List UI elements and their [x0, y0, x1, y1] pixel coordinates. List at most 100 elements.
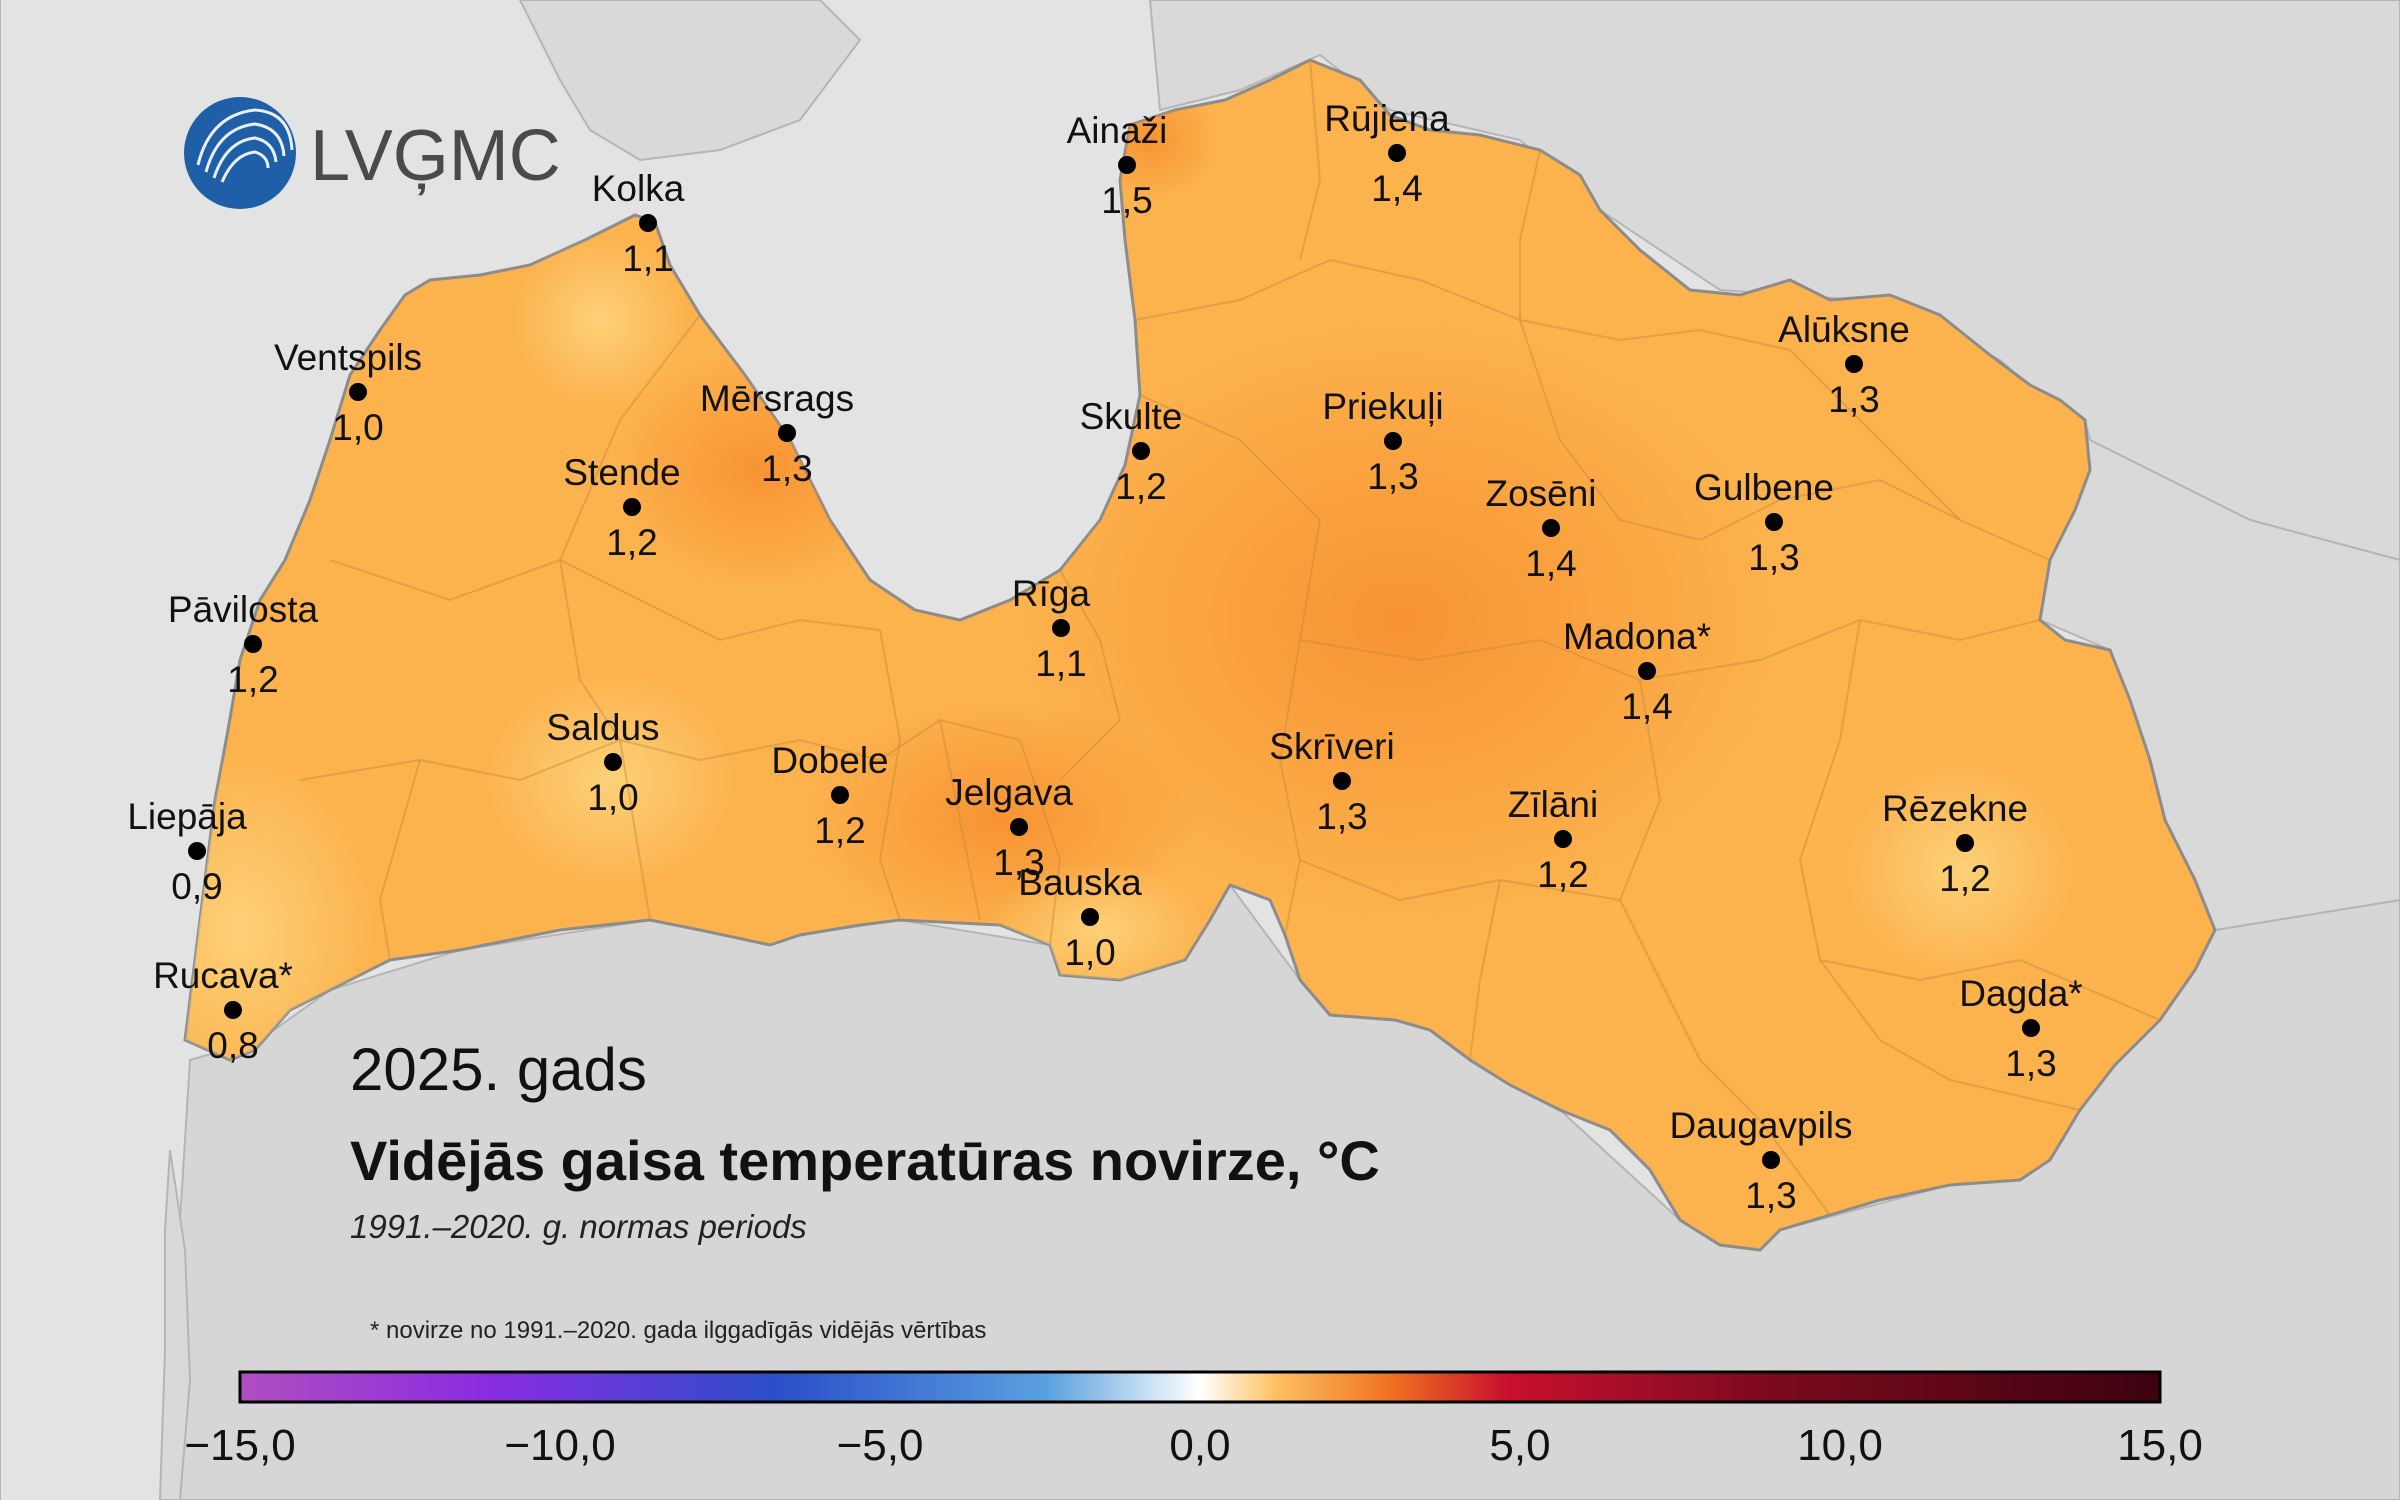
colorbar-tick-label: −15,0: [184, 1421, 295, 1470]
title-year: 2025. gads: [350, 1036, 647, 1103]
station-name: Rēzekne: [1882, 788, 2028, 829]
station-dot: [188, 842, 206, 860]
station-value: 1,2: [1939, 858, 1990, 899]
station-value: 1,3: [2005, 1043, 2056, 1084]
station-marker: Dobele 1,2: [771, 740, 888, 851]
colorbar-tick-label: −5,0: [837, 1421, 924, 1470]
logo-emblem-icon: [184, 97, 296, 209]
anomaly-cool-area: [1840, 760, 2080, 980]
station-name: Rīga: [1012, 573, 1091, 614]
station-value: 1,0: [332, 407, 383, 448]
station-value: 1,5: [1101, 180, 1152, 221]
station-value: 1,0: [1064, 932, 1115, 973]
station-dot: [1554, 830, 1572, 848]
colorbar: −15,0 −10,0 −5,0 0,0 5,0 10,0 15,0: [184, 1370, 2203, 1470]
station-marker: Pāvilosta 1,2: [168, 589, 319, 700]
station-name: Priekuļi: [1322, 386, 1443, 427]
station-value: 0,8: [207, 1025, 258, 1066]
station-marker: Gulbene 1,3: [1694, 467, 1834, 578]
station-dot: [1132, 442, 1150, 460]
anomaly-cool-area: [510, 230, 690, 410]
station-name: Gulbene: [1694, 467, 1834, 508]
station-value: 1,2: [227, 659, 278, 700]
station-value: 1,2: [606, 522, 657, 563]
station-value: 1,1: [622, 238, 673, 279]
station-layer: Ainaži 1,5 Rūjiena 1,4 Kolka 1,1 Ventspils 1,0 M…: [127, 98, 2082, 1216]
station-name: Saldus: [546, 707, 659, 748]
anomaly-warm-area: [1020, 320, 1780, 920]
station-name: Stende: [563, 452, 680, 493]
station-name: Alūksne: [1778, 309, 1910, 350]
colorbar-tick-label: 5,0: [1489, 1421, 1550, 1470]
station-marker: Rīga 1,1: [1012, 573, 1091, 684]
station-marker: Skrīveri 1,3: [1269, 726, 1394, 837]
station-name: Mērsrags: [700, 378, 854, 419]
colorbar-ticks: −15,0 −10,0 −5,0 0,0 5,0 10,0 15,0: [184, 1421, 2202, 1470]
station-name: Dobele: [771, 740, 888, 781]
title-subtitle: 1991.–2020. g. normas periods: [350, 1208, 807, 1245]
station-marker: Mērsrags 1,3: [700, 378, 854, 489]
station-name: Jelgava: [945, 772, 1073, 813]
station-value: 1,4: [1525, 543, 1576, 584]
station-marker: Rucava* 0,8: [153, 955, 293, 1066]
saaremaa-island: [518, 0, 862, 162]
station-dot: [1542, 519, 1560, 537]
station-marker: Bauska 1,0: [1018, 862, 1142, 973]
station-value: 1,3: [1367, 456, 1418, 497]
station-marker: Jelgava 1,3: [945, 772, 1073, 883]
station-marker: Zosēni 1,4: [1485, 473, 1596, 584]
station-marker: Madona* 1,4: [1563, 616, 1711, 727]
logo-text: LVĢMC: [310, 116, 561, 196]
station-dot: [1333, 772, 1351, 790]
station-name: Daugavpils: [1669, 1105, 1852, 1146]
station-dot: [1052, 619, 1070, 637]
station-value: 1,3: [1748, 537, 1799, 578]
colorbar-tick-label: 0,0: [1169, 1421, 1230, 1470]
station-marker: Ventspils 1,0: [274, 337, 422, 448]
station-marker: Liepāja 0,9: [127, 796, 247, 907]
station-marker: Zīlāni 1,2: [1508, 784, 1598, 895]
curonian-spit: [158, 1149, 192, 1500]
station-value: 0,9: [171, 866, 222, 907]
station-dot: [224, 1001, 242, 1019]
station-value: 1,2: [1537, 854, 1588, 895]
station-value: 1,3: [1828, 379, 1879, 420]
station-marker: Priekuļi 1,3: [1322, 386, 1443, 497]
station-value: 1,2: [1115, 466, 1166, 507]
station-dot: [778, 424, 796, 442]
station-dot: [831, 786, 849, 804]
station-dot: [1956, 834, 1974, 852]
station-name: Zosēni: [1485, 473, 1596, 514]
station-marker: Skulte 1,2: [1080, 396, 1183, 507]
station-dot: [1765, 513, 1783, 531]
station-name: Rūjiena: [1324, 98, 1450, 139]
station-dot: [639, 214, 657, 232]
station-dot: [623, 498, 641, 516]
station-name: Zīlāni: [1508, 784, 1598, 825]
title-main: Vidējās gaisa temperatūras novirze, °C: [350, 1129, 1380, 1192]
station-value: 1,4: [1371, 168, 1422, 209]
station-name: Pāvilosta: [168, 589, 319, 630]
station-name: Ainaži: [1067, 110, 1168, 151]
station-value: 1,3: [1745, 1175, 1796, 1216]
station-value: 1,3: [1316, 796, 1367, 837]
lvgmc-logo: LVĢMC: [184, 97, 561, 209]
station-name: Skulte: [1080, 396, 1183, 437]
station-marker: Alūksne 1,3: [1778, 309, 1910, 420]
colorbar-tick-label: −10,0: [504, 1421, 615, 1470]
latvia-region: [183, 58, 2217, 1252]
station-name: Bauska: [1018, 862, 1142, 903]
station-dot: [604, 753, 622, 771]
colorbar-tick-label: 10,0: [1797, 1421, 1883, 1470]
station-dot: [1384, 432, 1402, 450]
station-marker: Saldus 1,0: [546, 707, 659, 818]
station-name: Liepāja: [127, 796, 247, 837]
station-value: 1,4: [1621, 686, 1672, 727]
station-dot: [349, 383, 367, 401]
footnote: * novirze no 1991.–2020. gada ilggadīgās…: [370, 1317, 986, 1344]
station-name: Rucava*: [153, 955, 293, 996]
station-dot: [1762, 1151, 1780, 1169]
station-dot: [2022, 1019, 2040, 1037]
colorbar-tick-label: 15,0: [2117, 1421, 2203, 1470]
station-value: 1,2: [814, 810, 865, 851]
